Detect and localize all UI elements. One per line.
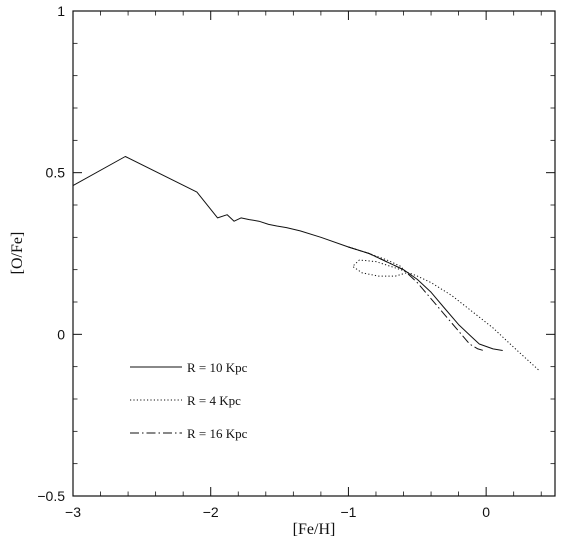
y-axis-label: [O/Fe] (9, 232, 26, 275)
series-layer (72, 156, 539, 371)
axis-ticks: −3 −2 −1 0 −0.5 0 0.5 1 (37, 3, 555, 520)
series-line-1 (72, 156, 503, 351)
y-tick-label: 0 (57, 326, 65, 342)
legend-label: R = 10 Kpc (187, 360, 248, 375)
legend: R = 10 Kpc R = 4 Kpc R = 16 Kpc (130, 360, 248, 441)
x-tick-label: −2 (203, 504, 219, 520)
series-line-3 (348, 246, 484, 351)
y-tick-label: −0.5 (37, 488, 65, 504)
series-line-2 (348, 246, 539, 371)
x-axis-label: [Fe/H] (293, 521, 336, 538)
x-tick-label: 0 (482, 504, 490, 520)
x-tick-label: −1 (340, 504, 356, 520)
legend-label: R = 4 Kpc (187, 393, 241, 408)
y-tick-label: 0.5 (46, 165, 66, 181)
legend-label: R = 16 Kpc (187, 426, 248, 441)
x-tick-label: −3 (65, 504, 81, 520)
y-tick-label: 1 (57, 3, 65, 19)
plot-frame (72, 10, 556, 497)
